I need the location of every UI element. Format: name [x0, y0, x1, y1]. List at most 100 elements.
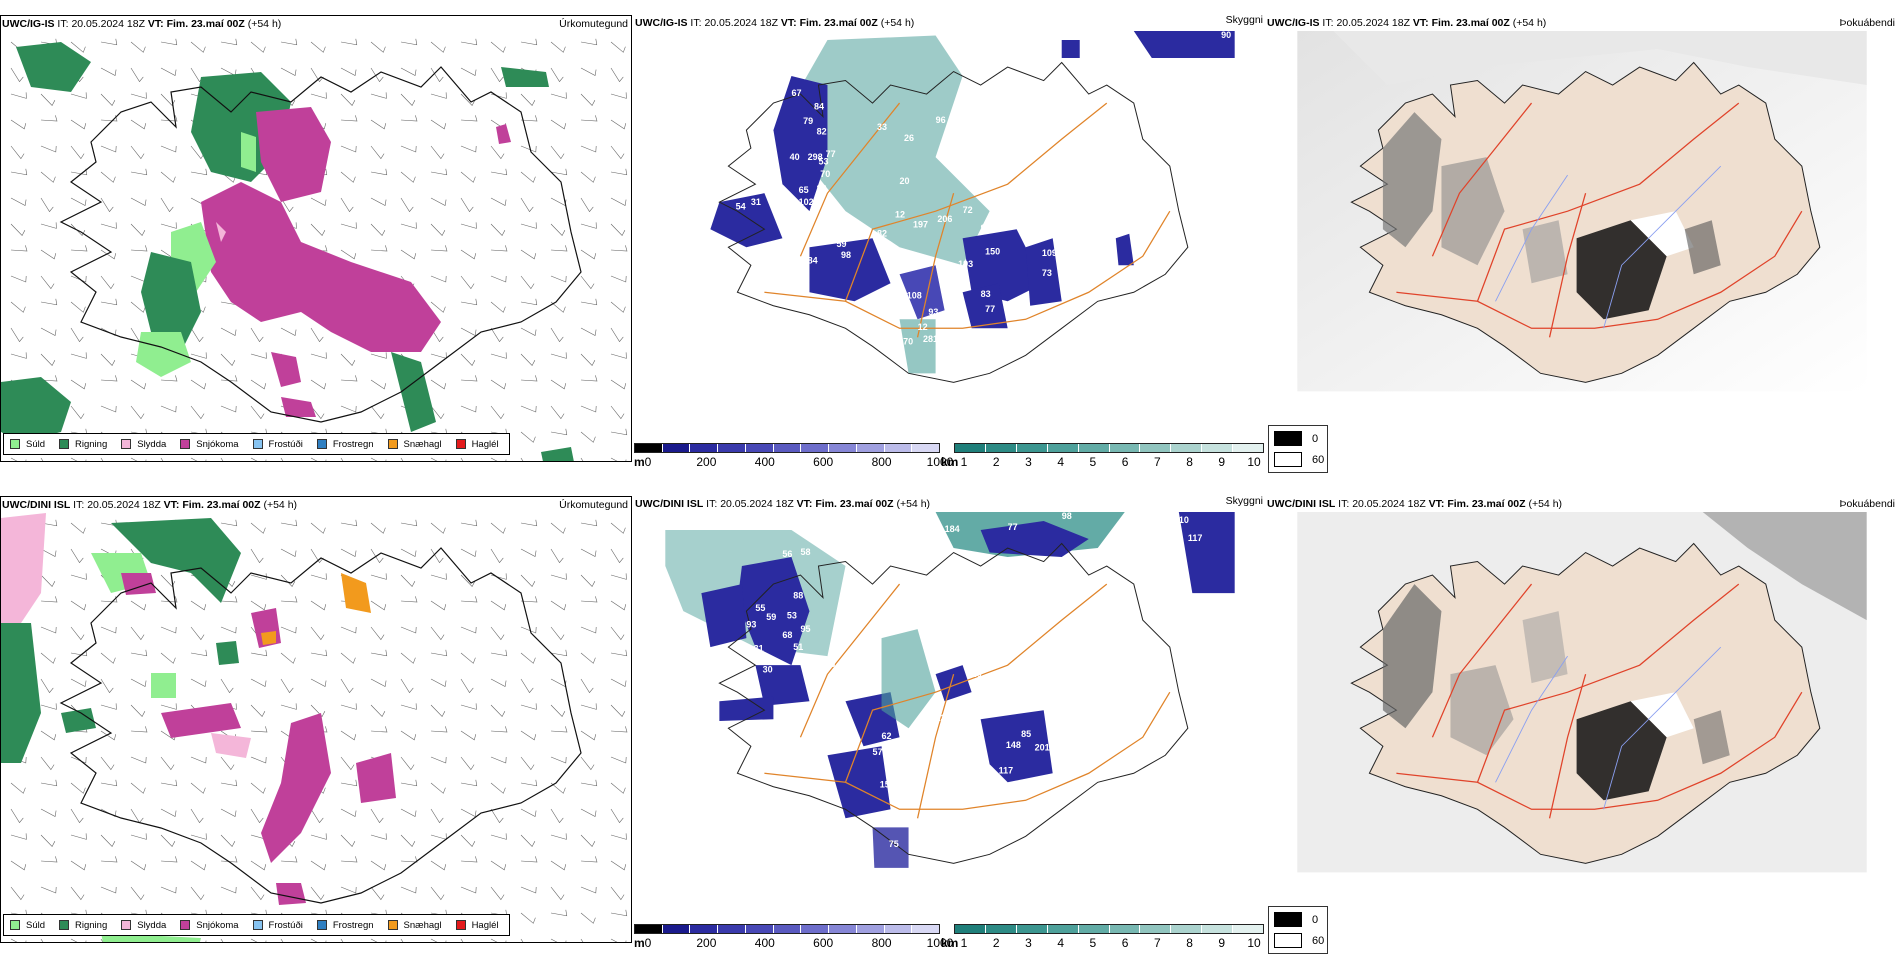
vt-label: VT: — [1412, 17, 1429, 29]
wind-barb — [460, 115, 478, 122]
wind-barb — [250, 405, 265, 420]
wind-barb — [550, 145, 565, 160]
wind-barb — [520, 938, 524, 942]
wind-barb — [130, 457, 147, 461]
wind-barb — [490, 860, 507, 871]
wind-barb — [550, 168, 568, 176]
colorbar-tick: 7 — [1153, 936, 1161, 950]
wind-barb — [40, 145, 57, 153]
legend-label: Slydda — [137, 919, 167, 931]
ceiling-label: 56 — [782, 549, 792, 559]
wind-barb — [430, 726, 448, 733]
wind-barb — [130, 197, 147, 206]
vt-value: Fim. 23.maí 00Z — [1431, 17, 1510, 29]
wind-barb — [580, 574, 596, 588]
ceiling-label: 12 — [918, 322, 928, 332]
colorbar-segment — [912, 925, 940, 933]
wind-barb — [220, 756, 235, 771]
ceiling-label: 117 — [999, 765, 1014, 775]
wind-barb — [370, 119, 387, 130]
wind-barb — [490, 808, 504, 824]
wind-barb — [610, 245, 628, 252]
wind-barb — [610, 379, 627, 390]
wind-barb — [400, 574, 416, 588]
ceiling-label: 70 — [903, 337, 913, 347]
wind-barb — [520, 327, 537, 336]
wind-barb — [580, 779, 598, 787]
wind-barb — [460, 626, 477, 634]
colorbar-tick: 0 — [644, 455, 652, 469]
wind-barb — [100, 327, 117, 336]
wind-barb — [100, 886, 117, 894]
wind-barb — [430, 573, 447, 580]
panel-header: UWC/DINI ISL IT: 20.05.2024 18Z VT: Fim.… — [2, 499, 297, 511]
wind-barb — [400, 249, 417, 260]
wind-barb — [370, 405, 385, 420]
ceiling-label: 98 — [981, 223, 991, 233]
colorbar-segment — [1016, 444, 1048, 452]
colorbar-tick: 9 — [1218, 936, 1226, 950]
legend-item: Frostúði — [252, 439, 303, 450]
wind-barb — [460, 145, 477, 153]
wind-barb — [550, 808, 564, 824]
wind-barb — [610, 626, 625, 641]
wind-barb — [340, 67, 357, 76]
colorbar-segment — [801, 444, 830, 452]
wind-barb — [460, 353, 476, 367]
colorbar-tick: 6 — [1121, 455, 1129, 469]
wind-barb — [10, 275, 27, 283]
wind-barb — [220, 856, 238, 863]
wind-barb — [310, 704, 326, 718]
fog-map — [1297, 512, 1867, 873]
wind-barb — [460, 298, 478, 306]
wind-barb — [70, 301, 86, 313]
wind-barb — [460, 67, 477, 76]
wind-barb — [550, 726, 568, 733]
wind-barb — [340, 678, 354, 694]
wind-barb — [250, 860, 267, 871]
visibility-colorbars: m 0 200 400 600 800 1000 km 1 2 3 4 5 6 7 8 9 10 — [634, 437, 1266, 475]
lead-time: (+54 h) — [263, 499, 298, 511]
colorbar-segment — [985, 444, 1017, 452]
panel-title: Úrkomutegund — [559, 499, 628, 511]
wind-barb — [130, 782, 146, 794]
wind-barb — [430, 808, 444, 824]
wind-barb — [430, 275, 447, 283]
colorbar-tick: 400 — [754, 455, 775, 469]
wind-barb — [40, 574, 56, 588]
colorbar-segment — [912, 444, 940, 452]
wind-barb — [520, 756, 535, 771]
fog-legend-swatch — [1274, 933, 1302, 948]
ceiling-label: 70 — [820, 169, 830, 179]
legend-item: Snjókoma — [180, 439, 239, 450]
wind-barb — [370, 833, 387, 840]
wind-barb — [250, 379, 267, 390]
wind-barb — [10, 860, 27, 871]
ceiling-label: 93 — [746, 619, 756, 629]
ceiling-label: 148 — [1006, 740, 1021, 750]
wind-barb — [400, 38, 418, 46]
wind-barb — [70, 223, 86, 237]
wind-barb — [400, 519, 418, 527]
ceiling-label: 20 — [972, 669, 982, 679]
wind-barb — [610, 833, 627, 840]
ceiling-label: 31 — [754, 644, 764, 654]
wind-barb — [10, 833, 27, 840]
wind-barb — [130, 301, 146, 313]
wind-barb — [490, 626, 505, 641]
wind-barb — [100, 779, 118, 787]
wind-barb — [250, 522, 266, 534]
wind-barb — [70, 548, 84, 564]
wind-barb — [280, 38, 298, 46]
colorbar-tick: 10 — [1247, 936, 1261, 950]
wind-barb — [460, 756, 475, 771]
ceiling-label: 500 — [844, 572, 859, 582]
wind-barb — [460, 249, 477, 260]
wind-barb — [10, 245, 28, 252]
wind-barb — [460, 652, 476, 664]
wind-barb — [280, 574, 296, 588]
wind-barb — [310, 600, 327, 611]
vis-colorbar — [954, 924, 1264, 934]
wind-barb — [520, 548, 537, 557]
wind-barb — [520, 596, 538, 603]
